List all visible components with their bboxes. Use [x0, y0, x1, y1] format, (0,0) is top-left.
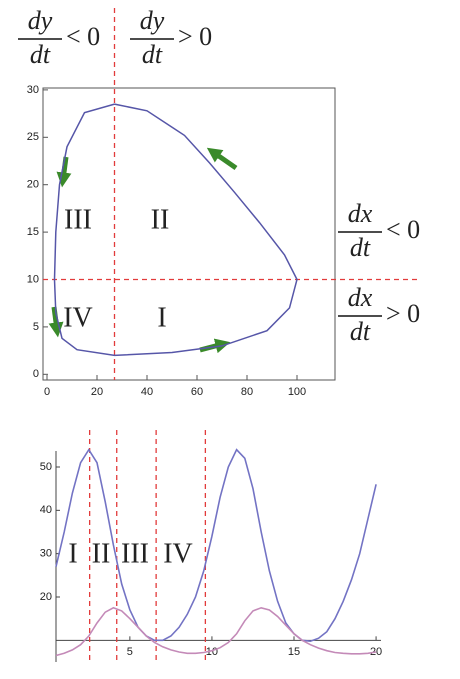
denominator: dt	[30, 40, 51, 69]
y-tick-label: 0	[33, 368, 39, 380]
numerator: dx	[348, 283, 373, 312]
plot-frame	[42, 87, 336, 381]
region-label: III	[64, 204, 92, 235]
y-tick-label: 30	[40, 548, 52, 560]
y-tick-label: 50	[40, 461, 52, 473]
denominator: dt	[350, 317, 371, 346]
region-label: II	[92, 538, 111, 569]
x-tick-label: 80	[241, 386, 253, 398]
numerator: dy	[28, 6, 53, 35]
region-label: IV	[163, 538, 193, 569]
arrow	[206, 147, 238, 171]
y-tick-label: 25	[27, 131, 39, 143]
arrow	[56, 156, 72, 188]
numerator: dy	[140, 6, 165, 35]
x-tick-label: 0	[44, 386, 50, 398]
region-label: I	[157, 302, 166, 333]
region-label: II	[151, 204, 170, 235]
series-line	[55, 606, 377, 657]
y-tick-label: 40	[40, 504, 52, 516]
y-tick-label: 15	[27, 226, 39, 238]
denominator: dt	[350, 233, 371, 262]
arrow	[48, 306, 64, 338]
x-tick-label: 40	[141, 386, 153, 398]
region-label: I	[68, 538, 77, 569]
series-line	[55, 448, 377, 643]
x-tick-label: 15	[288, 646, 300, 658]
x-tick-label: 100	[288, 386, 306, 398]
relation: > 0	[178, 22, 212, 51]
denominator: dt	[142, 40, 163, 69]
numerator: dx	[348, 199, 373, 228]
y-tick-label: 20	[27, 179, 39, 191]
trajectory	[53, 103, 298, 357]
relation: < 0	[66, 22, 100, 51]
relation: < 0	[386, 215, 420, 244]
region-label: IV	[63, 302, 93, 333]
x-tick-label: 5	[127, 646, 133, 658]
y-tick-label: 10	[27, 273, 39, 285]
x-tick-label: 60	[191, 386, 203, 398]
relation: > 0	[386, 299, 420, 328]
y-tick-label: 5	[33, 321, 39, 333]
y-tick-label: 20	[40, 591, 52, 603]
x-tick-label: 20	[91, 386, 103, 398]
region-label: III	[121, 538, 149, 569]
y-tick-label: 30	[27, 84, 39, 96]
